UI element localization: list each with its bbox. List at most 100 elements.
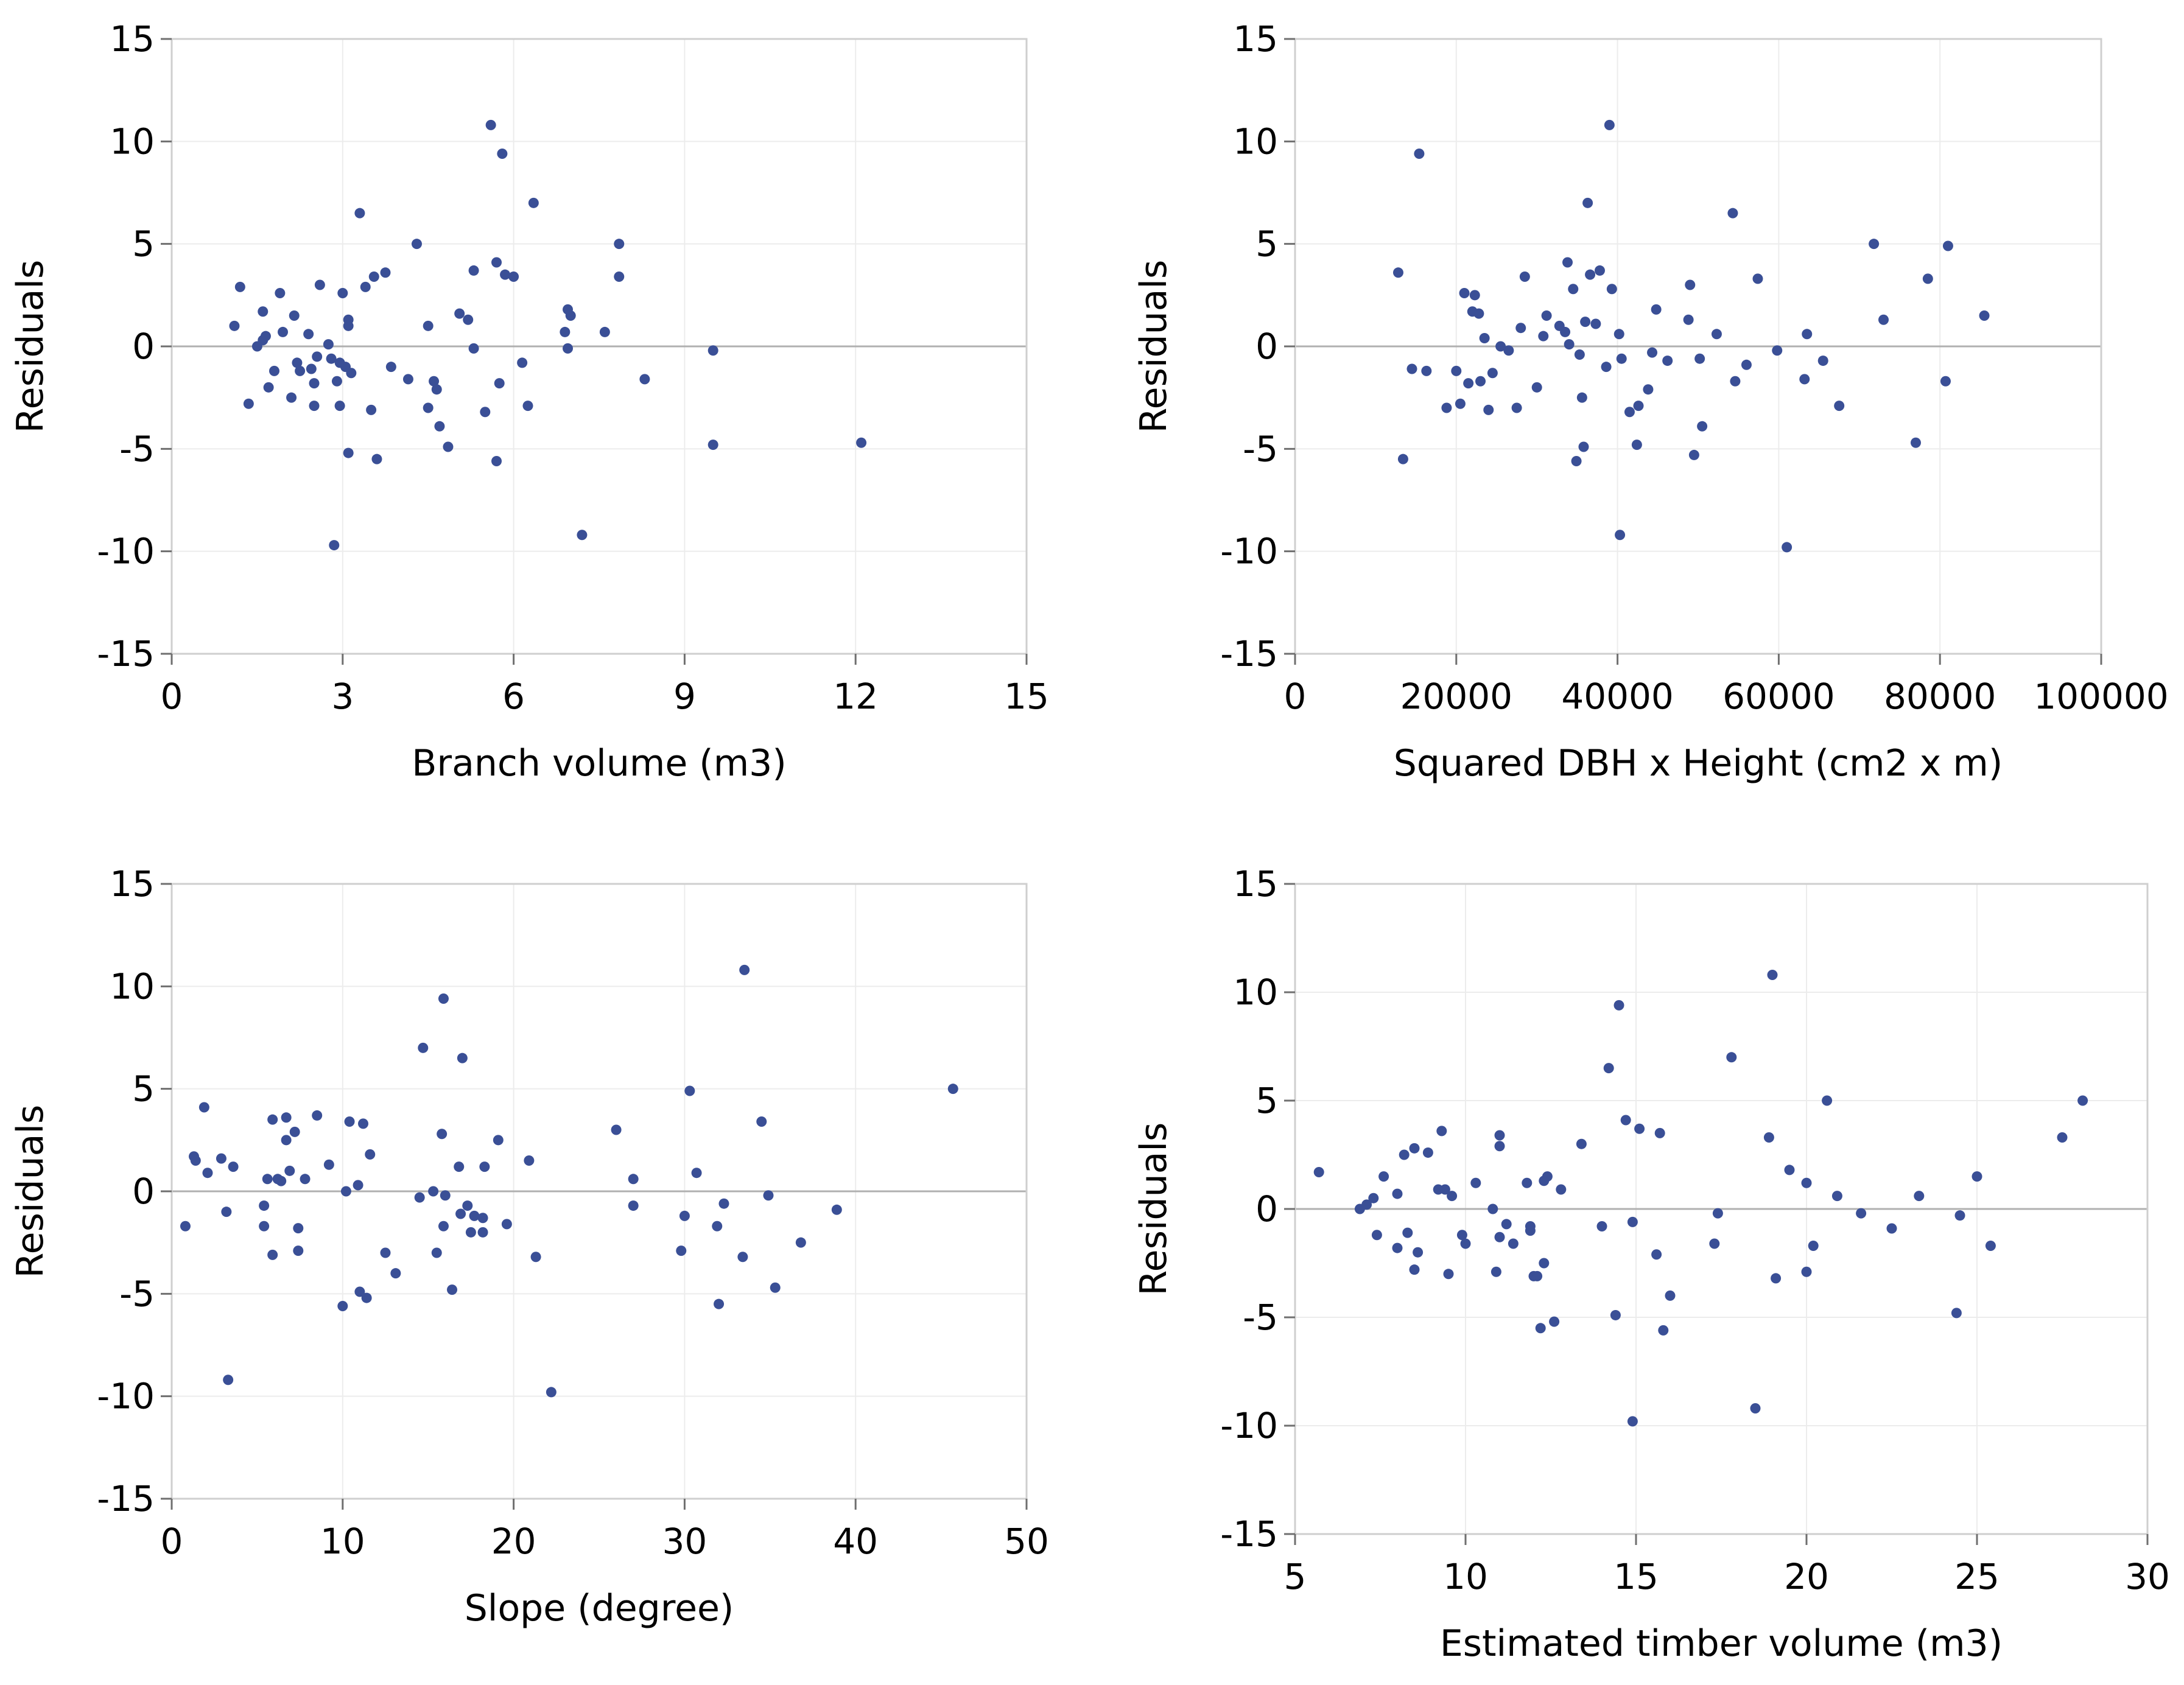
chart-2-x-axis-title: Squared DBH x Height (cm2 x m) (1394, 742, 2003, 785)
chart-2-point-47 (1631, 440, 1642, 450)
chart-2-point-30 (1568, 284, 1579, 295)
chart-1-point-74 (708, 440, 718, 450)
chart-4-point-22 (1470, 1177, 1481, 1188)
chart-4-point-24 (1491, 1266, 1501, 1277)
chart-1-y-axis-title: Residuals (9, 260, 52, 433)
chart-1-point-20 (312, 351, 323, 362)
chart-1-point-61 (517, 357, 528, 368)
chart-1-point-8 (263, 382, 274, 393)
chart-2-point-12 (1469, 290, 1480, 301)
chart-1-point-17 (306, 363, 317, 374)
chart-4-point-74 (2057, 1132, 2068, 1143)
chart-4-point-56 (1726, 1052, 1737, 1063)
chart-3-point-27 (340, 1186, 351, 1197)
chart-3-point-68 (718, 1198, 729, 1209)
chart-1-point-34 (354, 208, 365, 219)
chart-3-point-29 (353, 1180, 363, 1191)
chart-2-point-42 (1606, 284, 1617, 295)
chart-2-point-35 (1580, 317, 1591, 328)
chart-2-point-15 (1479, 333, 1490, 344)
chart-3-point-48 (462, 1200, 473, 1211)
chart-1-point-33 (346, 368, 357, 379)
chart-1-point-5 (258, 306, 269, 317)
chart-3-point-10 (259, 1200, 270, 1211)
chart-4-point-58 (1763, 1132, 1774, 1143)
chart-3-point-55 (501, 1219, 512, 1230)
chart-1-y-tick-label: 15 (110, 18, 155, 60)
chart-2-point-3 (1406, 363, 1417, 374)
chart-3-x-tick-label: 0 (161, 1521, 183, 1562)
chart-1-x-tick-label: 0 (161, 676, 183, 717)
chart-1-point-73 (708, 345, 718, 356)
chart-4-point-28 (1501, 1219, 1512, 1230)
chart-4-point-68 (1886, 1223, 1897, 1234)
chart-1-point-49 (454, 308, 465, 319)
chart-2-point-69 (1869, 239, 1880, 250)
chart-3-point-1 (180, 1221, 191, 1231)
chart-3-point-44 (447, 1284, 458, 1295)
chart-1-point-43 (423, 320, 434, 331)
chart-1-point-15 (295, 365, 306, 376)
chart-4-point-44 (1610, 1309, 1621, 1320)
chart-1-point-10 (275, 287, 286, 298)
chart-3-point-74 (795, 1237, 806, 1248)
chart-1-point-1 (229, 320, 240, 331)
chart-1-point-59 (500, 269, 511, 280)
chart-4-point-25 (1494, 1231, 1505, 1242)
chart-3-point-18 (281, 1135, 292, 1146)
chart-3-point-28 (344, 1116, 355, 1127)
chart-1-point-21 (314, 279, 325, 290)
chart-4-point-55 (1712, 1208, 1723, 1219)
chart-2-point-13 (1473, 308, 1484, 319)
chart-2-point-31 (1571, 456, 1582, 467)
chart-1-point-37 (368, 271, 379, 282)
panel-squared-dbh-height: -15 -10 -5 0 5 10 15 0 20000 40000 60000 80000 10000… (1132, 18, 2169, 785)
chart-1-point-52 (468, 343, 479, 354)
chart-3-y-tick-label: 15 (110, 863, 155, 905)
chart-4-point-52 (1658, 1325, 1669, 1336)
chart-3-y-tick-label: 5 (132, 1068, 155, 1110)
chart-3-point-11 (259, 1221, 270, 1231)
chart-1-point-41 (402, 374, 413, 385)
chart-1-point-40 (385, 362, 396, 373)
chart-4-point-32 (1525, 1225, 1536, 1236)
chart-3-point-21 (293, 1245, 304, 1256)
chart-3-point-3 (190, 1155, 201, 1166)
chart-1-point-2 (234, 281, 245, 292)
chart-4-point-42 (1596, 1221, 1607, 1231)
chart-3-point-51 (477, 1227, 488, 1238)
chart-2-point-39 (1594, 265, 1605, 276)
chart-4-point-16 (1436, 1126, 1447, 1137)
chart-3-point-17 (281, 1112, 292, 1123)
chart-1-point-65 (563, 343, 574, 354)
chart-4-point-40 (1556, 1184, 1567, 1195)
chart-1-point-3 (243, 398, 254, 409)
chart-2-point-18 (1495, 341, 1506, 352)
chart-4-point-20 (1456, 1230, 1467, 1241)
chart-4-point-53 (1665, 1290, 1676, 1301)
chart-2-point-73 (1940, 376, 1951, 387)
chart-3-x-tick-label: 50 (1004, 1521, 1049, 1562)
chart-1-x-tick-label: 12 (833, 676, 878, 717)
chart-4-point-12 (1409, 1264, 1420, 1275)
chart-2-point-64 (1782, 542, 1792, 553)
chart-4-point-37 (1539, 1258, 1550, 1269)
chart-4-point-5 (1371, 1230, 1382, 1241)
chart-2-point-72 (1922, 273, 1933, 284)
chart-1-point-24 (329, 540, 340, 551)
chart-4-x-tick-label: 20 (1784, 1556, 1829, 1597)
chart-3-point-61 (628, 1200, 639, 1211)
chart-3-x-tick-label: 40 (833, 1521, 878, 1562)
chart-4-y-tick-label: -15 (1220, 1513, 1278, 1555)
chart-3-point-58 (546, 1387, 557, 1398)
chart-2-point-54 (1685, 279, 1696, 290)
chart-2-point-6 (1441, 402, 1452, 413)
chart-2-x-tick-label: 100000 (2034, 676, 2168, 717)
chart-3-point-67 (714, 1298, 725, 1309)
chart-1-y-tick-label: -5 (119, 428, 155, 469)
chart-3-point-8 (223, 1375, 234, 1385)
chart-2-point-56 (1694, 353, 1705, 364)
chart-4-x-tick-label: 10 (1443, 1556, 1488, 1597)
chart-4-point-73 (1985, 1241, 1996, 1252)
chart-1-point-51 (468, 265, 479, 276)
